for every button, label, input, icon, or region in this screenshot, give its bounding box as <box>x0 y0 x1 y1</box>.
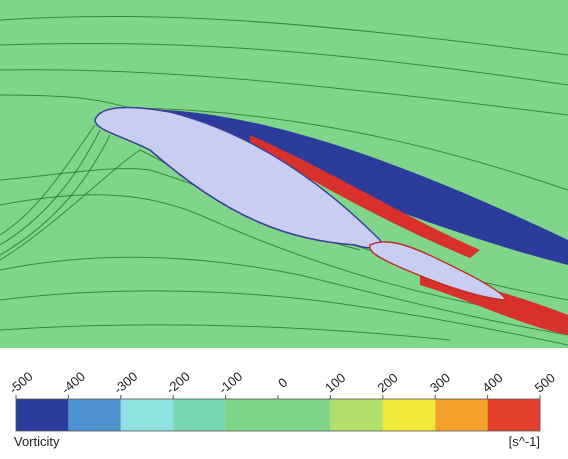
colorbar-unit: [s^-1] <box>509 434 540 449</box>
tick-label: -200 <box>163 369 193 397</box>
tick-label: 400 <box>479 370 505 395</box>
tick-label: 100 <box>322 370 348 395</box>
color-segment <box>330 399 383 431</box>
flow-field <box>0 0 568 348</box>
tick-label: -300 <box>111 369 141 397</box>
tick-label: -100 <box>216 369 246 397</box>
color-segment <box>173 399 226 431</box>
color-segment <box>120 399 174 431</box>
streamlines <box>0 15 568 346</box>
color-segment <box>487 399 540 431</box>
tick-label: 500 <box>532 370 558 395</box>
color-segment <box>382 399 436 431</box>
flap-element <box>369 241 506 301</box>
color-segment <box>435 399 488 431</box>
tick-label: 300 <box>427 370 453 395</box>
colorbar-label: Vorticity <box>14 434 60 449</box>
color-segment <box>68 399 121 431</box>
colorbar: -500 -400 -300 -200 -100 0 100 200 300 400 500 <box>6 369 558 432</box>
color-segment <box>225 399 278 431</box>
color-segment <box>16 399 69 431</box>
tick-label: -500 <box>6 369 36 397</box>
tick-label: 0 <box>275 375 290 391</box>
tick-label: -400 <box>58 369 88 397</box>
color-segment <box>278 399 331 431</box>
shear-layer <box>250 135 480 258</box>
tick-label: 200 <box>374 370 400 395</box>
